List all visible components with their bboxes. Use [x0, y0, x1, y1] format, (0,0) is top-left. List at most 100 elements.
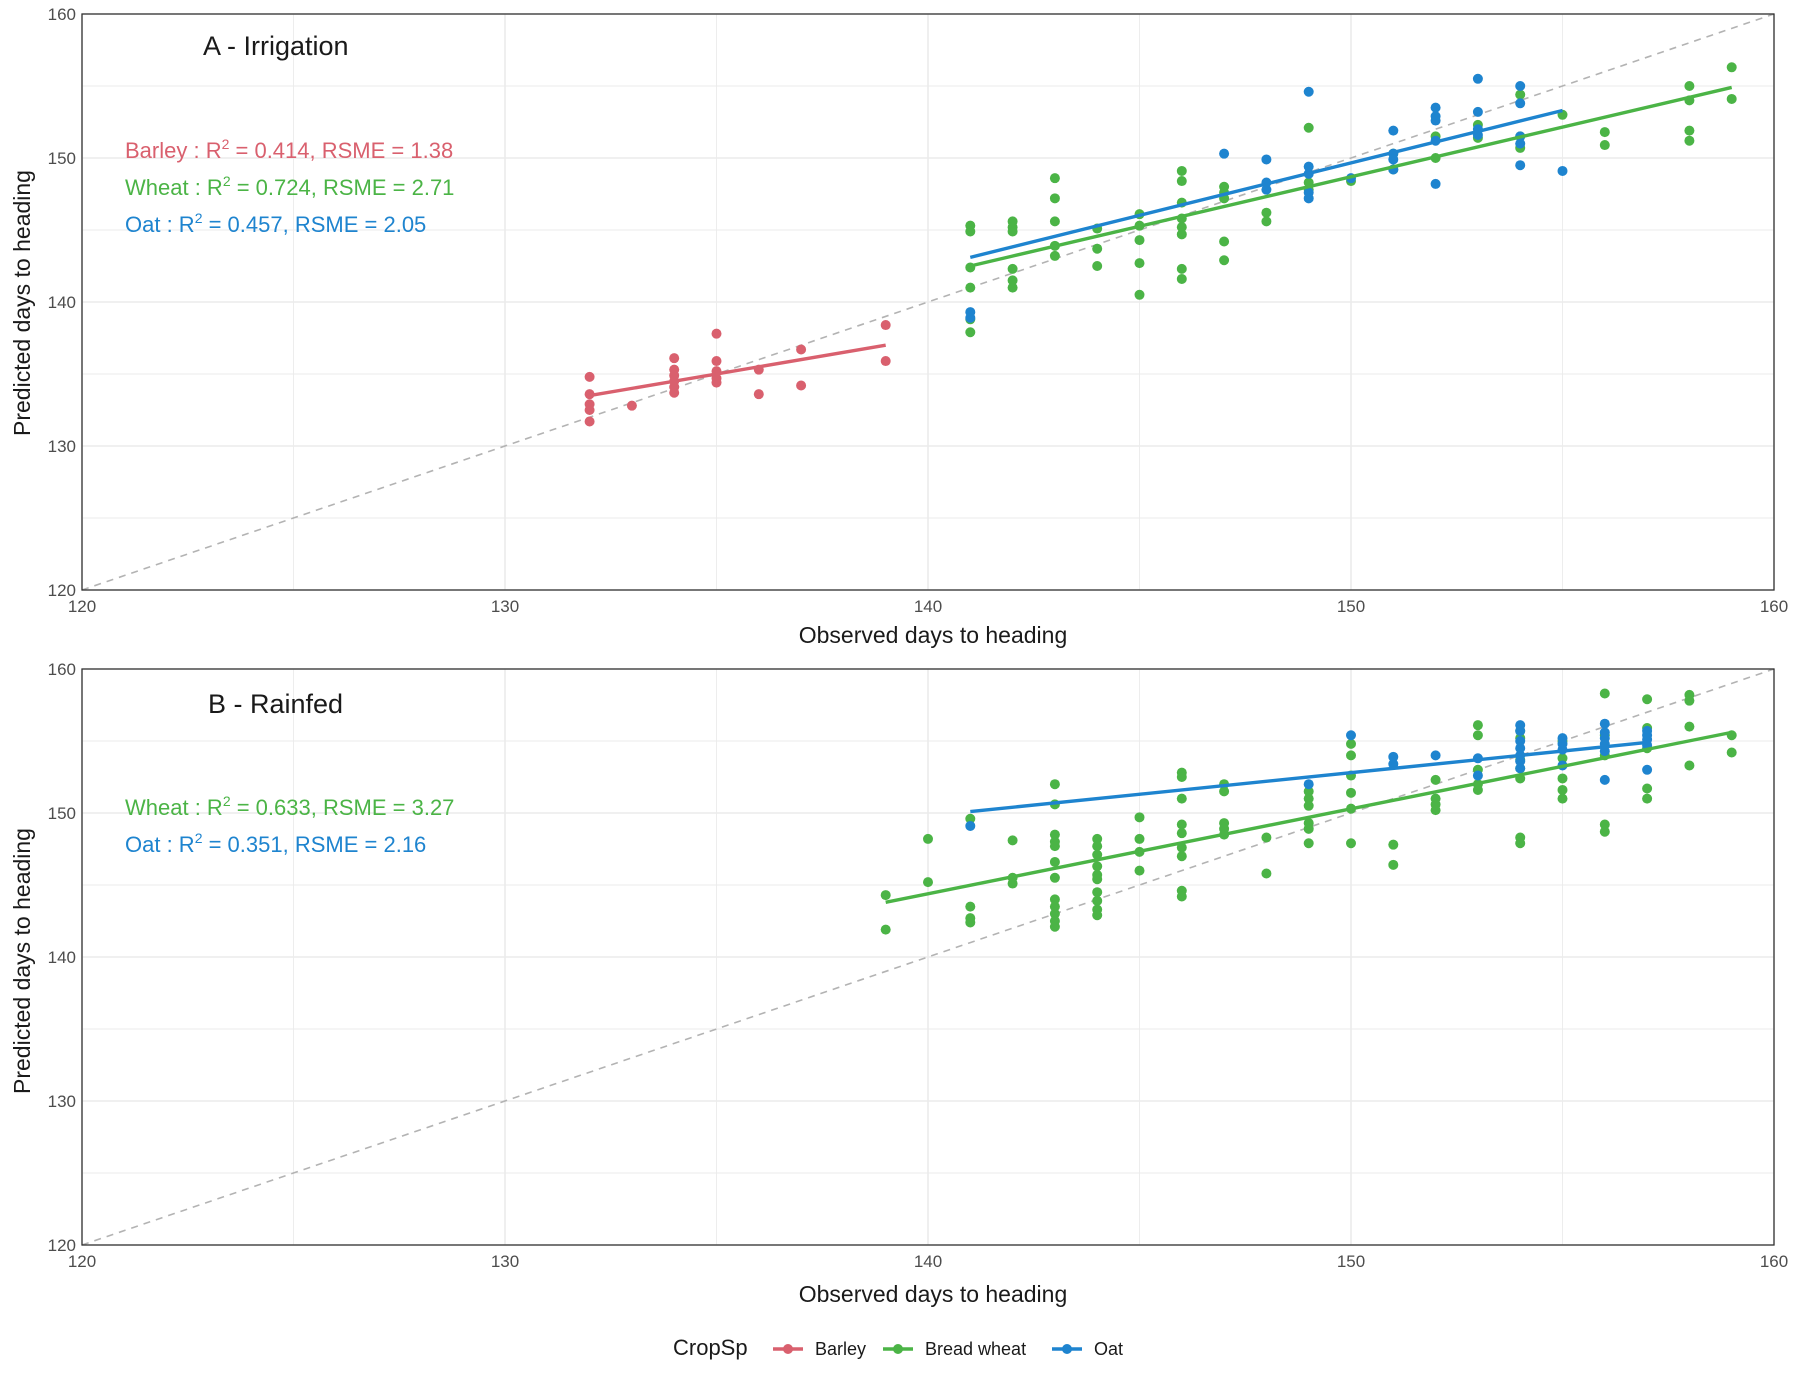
y-tick-label: 140 [48, 948, 76, 967]
data-point [1303, 800, 1314, 811]
data-point [1092, 895, 1103, 906]
data-point [1134, 235, 1145, 246]
data-point [1303, 161, 1314, 172]
data-point [1176, 273, 1187, 284]
data-point [1303, 779, 1314, 790]
data-point [1303, 122, 1314, 133]
data-point [1388, 125, 1399, 136]
fit-statistic: Oat : R2 = 0.457, RSME = 2.05 [125, 210, 426, 237]
legend-title: CropSp [673, 1335, 748, 1360]
data-point [1007, 226, 1018, 237]
data-point [1472, 784, 1483, 795]
data-point [1642, 694, 1653, 705]
data-point [1515, 736, 1526, 746]
data-point [1515, 763, 1526, 774]
data-point [965, 813, 976, 824]
data-point [1346, 750, 1356, 761]
data-point [1219, 148, 1230, 159]
data-point [1515, 756, 1526, 767]
data-point [1599, 140, 1610, 151]
data-point [1726, 93, 1737, 104]
data-point [1176, 222, 1187, 233]
data-point [880, 320, 891, 331]
data-point [880, 356, 891, 367]
data-point [1472, 73, 1483, 84]
data-point [1346, 730, 1356, 741]
legend-items: Barley Bread wheat Oat [773, 1339, 1123, 1359]
data-point [1007, 263, 1018, 274]
data-point [1176, 819, 1187, 830]
data-point [1684, 721, 1695, 732]
data-point [1684, 135, 1695, 146]
data-point [584, 405, 595, 415]
legend-point-swatch [1062, 1344, 1072, 1354]
data-point [1007, 282, 1018, 293]
panel-b-points [880, 688, 1737, 935]
fit-line [885, 730, 1733, 904]
data-point [584, 416, 595, 427]
data-point [1219, 255, 1230, 266]
fit-statistic: Oat : R2 = 0.351, RSME = 2.16 [125, 830, 426, 857]
y-tick-label: 150 [48, 804, 76, 823]
data-point [965, 820, 976, 831]
data-point [1261, 207, 1272, 218]
data-point [1599, 688, 1610, 699]
data-point [1472, 720, 1483, 731]
data-point [1430, 774, 1441, 785]
data-point [1726, 747, 1737, 758]
data-point [1472, 106, 1483, 117]
panel-b-y-axis-title: Predicted days to heading [9, 828, 35, 1094]
data-point [1726, 62, 1737, 73]
data-point [1092, 841, 1103, 852]
data-point [1134, 865, 1145, 876]
y-tick-label: 130 [48, 1092, 76, 1111]
data-point [1515, 725, 1526, 736]
data-point [1346, 787, 1356, 798]
x-tick-label: 130 [491, 1252, 519, 1271]
data-point [1049, 829, 1060, 840]
data-point [1557, 165, 1568, 176]
data-point [1176, 828, 1187, 839]
x-tick-label: 150 [1337, 597, 1365, 616]
data-point [965, 917, 976, 928]
data-point [923, 833, 933, 844]
data-point [1642, 783, 1653, 794]
data-point [1472, 730, 1483, 741]
data-point [1049, 250, 1060, 261]
data-point [1557, 784, 1568, 795]
panel-b-x-tick-labels: 120 130 140 150 160 [68, 1252, 1788, 1271]
data-point [1599, 774, 1610, 785]
y-tick-label: 150 [48, 149, 76, 168]
data-point [753, 389, 764, 400]
data-point [1134, 258, 1145, 269]
data-point [1134, 289, 1145, 300]
panel-b-y-tick-labels: 120 130 140 150 160 [48, 660, 76, 1255]
legend-label: Barley [815, 1339, 866, 1359]
data-point [1684, 760, 1695, 771]
data-point [1219, 786, 1230, 797]
data-point [1092, 887, 1103, 898]
data-point [1176, 229, 1187, 240]
data-point [1176, 176, 1187, 187]
panel-a-title: A - Irrigation [203, 31, 349, 61]
data-point [1049, 779, 1060, 790]
data-point [1092, 910, 1103, 921]
data-point [1303, 793, 1314, 804]
data-point [1430, 102, 1441, 113]
panel-a-fit-statistics: Barley : R2 = 0.414, RSME = 1.38 Wheat : … [125, 136, 454, 237]
data-point [1684, 695, 1695, 706]
data-point [1388, 839, 1399, 850]
data-point [669, 353, 680, 364]
data-point [1049, 173, 1060, 184]
data-point [1642, 764, 1653, 775]
data-point [711, 328, 722, 339]
data-point [1515, 138, 1526, 149]
data-point [1049, 908, 1060, 919]
data-point [1599, 127, 1610, 138]
data-point [1515, 81, 1526, 91]
data-point [1092, 243, 1103, 254]
data-point [1261, 832, 1272, 843]
data-point [923, 877, 933, 888]
data-point [1049, 894, 1060, 905]
